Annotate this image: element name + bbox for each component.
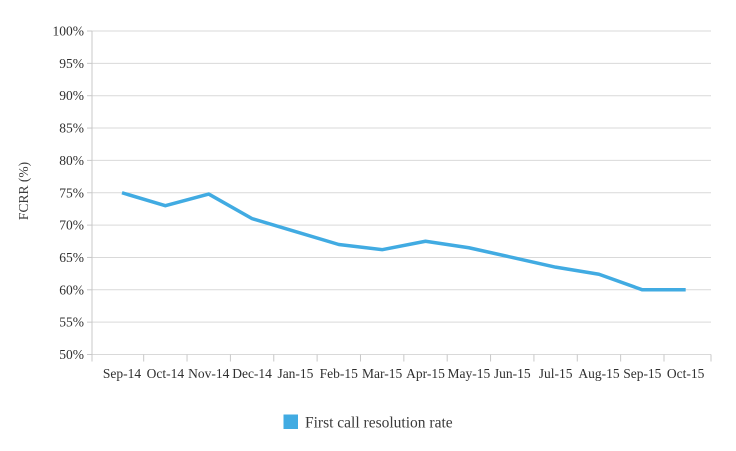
x-tick-label: May-15: [448, 366, 491, 381]
y-tick-label: 80%: [59, 153, 84, 168]
fcrr-line-series[interactable]: [121, 191, 686, 292]
x-tick-label: Jun-15: [494, 366, 531, 381]
legend-item[interactable]: First call resolution rate: [283, 414, 453, 432]
legend-swatch-icon: [283, 414, 298, 429]
x-tick-label: Jan-15: [277, 366, 313, 381]
x-tick-label: Mar-15: [362, 366, 402, 381]
y-tick-label: 100%: [53, 24, 85, 39]
x-tick-label: Oct-14: [147, 366, 185, 381]
x-tick-label: Sep-14: [103, 366, 141, 381]
x-tick-label: Dec-14: [232, 366, 272, 381]
y-tick-label: 50%: [59, 347, 84, 362]
ytick-labels: 100% 95% 90% 85% 80% 75% 70% 65% 60% 55% 50%: [53, 24, 85, 363]
legend-label: First call resolution rate: [305, 415, 453, 432]
x-tick-label: Feb-15: [320, 366, 358, 381]
y-tick-label: 95%: [59, 56, 84, 71]
x-tick-label: Jul-15: [539, 366, 573, 381]
y-tick-label: 85%: [59, 121, 84, 136]
y-axis-title: FCRR (%): [16, 162, 31, 220]
y-tick-label: 55%: [59, 315, 84, 330]
y-tick-label: 60%: [59, 282, 84, 297]
axis-layer: [87, 30, 712, 362]
grid-layer: [92, 30, 711, 355]
x-tick-label: Oct-15: [667, 366, 705, 381]
legend: First call resolution rate: [283, 414, 453, 432]
x-tick-label: Aug-15: [578, 366, 619, 381]
x-tick-label: Apr-15: [406, 366, 445, 381]
x-tick-label: Nov-14: [188, 366, 229, 381]
x-tick-label: Sep-15: [623, 366, 661, 381]
y-tick-label: 90%: [59, 88, 84, 103]
y-tick-label: 65%: [59, 250, 84, 265]
series-layer: [121, 191, 686, 292]
xtick-labels: Sep-14 Oct-14 Nov-14 Dec-14 Jan-15 Feb-15 Mar-…: [103, 366, 705, 381]
y-tick-label: 70%: [59, 218, 84, 233]
y-tick-label: 75%: [59, 185, 84, 200]
